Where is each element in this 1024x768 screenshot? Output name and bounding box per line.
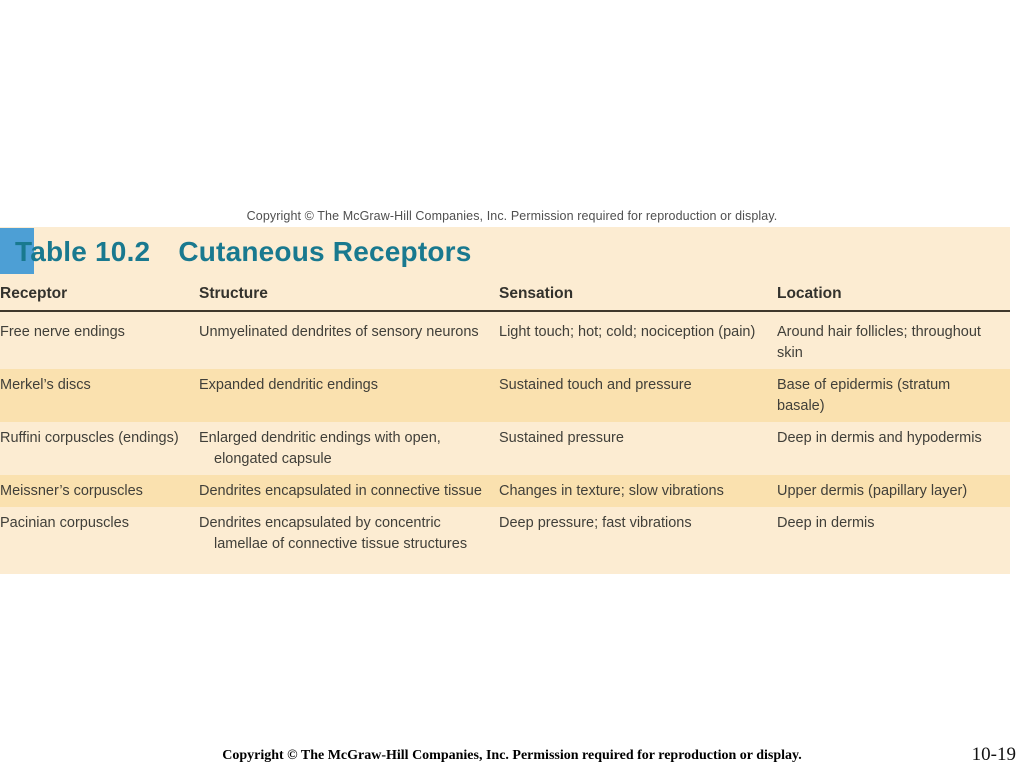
- cell-receptor: Pacinian corpuscles: [0, 515, 129, 531]
- cell-sensation: Sustained pressure: [499, 430, 624, 446]
- structure-line-1: Dendrites encapsulated in connective tis…: [199, 483, 482, 499]
- cell-receptor: Free nerve endings: [0, 324, 125, 340]
- table-header-row: Receptor Structure Sensation Location: [0, 279, 1010, 310]
- bottom-copyright-text: Copyright © The McGraw-Hill Companies, I…: [222, 748, 802, 763]
- cell-location: Upper dermis (papillary layer): [777, 483, 968, 499]
- cell-sensation: Changes in texture; slow vibrations: [499, 483, 724, 499]
- table-title: Table 10.2 Cutaneous Receptors: [15, 236, 472, 268]
- cell-structure: Expanded dendritic endings: [199, 375, 499, 417]
- cell-location: Deep in dermis and hypodermis: [777, 430, 982, 446]
- table-title-text: Cutaneous Receptors: [178, 236, 472, 267]
- cell-structure: Dendrites encapsulated in connective tis…: [199, 481, 499, 502]
- column-header-sensation: Sensation: [499, 285, 574, 302]
- table-row: Merkel’s discs Expanded dendritic ending…: [0, 369, 1010, 422]
- cell-structure: Dendrites encapsulated by concentric lam…: [199, 513, 499, 555]
- cell-location: Base of epidermis (stratum basale): [777, 377, 951, 414]
- cell-location: Around hair follicles; throughout skin: [777, 324, 981, 361]
- cell-sensation: Deep pressure; fast vibrations: [499, 515, 692, 531]
- top-copyright-text: Copyright © The McGraw-Hill Companies, I…: [246, 209, 778, 223]
- structure-line-2: elongated capsule: [214, 451, 332, 467]
- cell-sensation: Sustained touch and pressure: [499, 377, 692, 393]
- slide-page-number: 10-19: [971, 744, 1016, 765]
- table-label: Table 10.2: [15, 236, 151, 267]
- table-row: Free nerve endings Unmyelinated dendrite…: [0, 312, 1010, 369]
- structure-line-2: lamellae of connective tissue structures: [214, 536, 468, 552]
- cell-location: Deep in dermis: [777, 515, 875, 531]
- structure-line-1: Enlarged dendritic endings with open,: [199, 430, 441, 446]
- structure-line-1: Unmyelinated dendrites of sensory neuron…: [199, 324, 479, 340]
- header-divider: [0, 310, 1010, 312]
- table-row: Ruffini corpuscles (endings) Enlarged de…: [0, 422, 1010, 475]
- column-header-structure: Structure: [199, 285, 268, 302]
- title-highlight-square: [0, 228, 34, 274]
- table-row: Meissner’s corpuscles Dendrites encapsul…: [0, 475, 1010, 507]
- cell-receptor: Merkel’s discs: [0, 377, 91, 393]
- table-title-row: Table 10.2 Cutaneous Receptors: [0, 227, 1010, 279]
- cell-sensation: Light touch; hot; cold; nociception (pai…: [499, 324, 756, 340]
- cell-structure: Unmyelinated dendrites of sensory neuron…: [199, 322, 499, 364]
- table-panel: Table 10.2 Cutaneous Receptors Receptor S…: [0, 227, 1010, 574]
- structure-line-1: Dendrites encapsulated by concentric: [199, 515, 441, 531]
- cell-receptor: Ruffini corpuscles (endings): [0, 430, 179, 446]
- table-row: Pacinian corpuscles Dendrites encapsulat…: [0, 507, 1010, 560]
- cell-structure: Enlarged dendritic endings with open, el…: [199, 428, 499, 470]
- structure-line-1: Expanded dendritic endings: [199, 377, 378, 393]
- column-header-location: Location: [777, 285, 842, 302]
- cell-receptor: Meissner’s corpuscles: [0, 483, 143, 499]
- column-header-receptor: Receptor: [0, 285, 68, 302]
